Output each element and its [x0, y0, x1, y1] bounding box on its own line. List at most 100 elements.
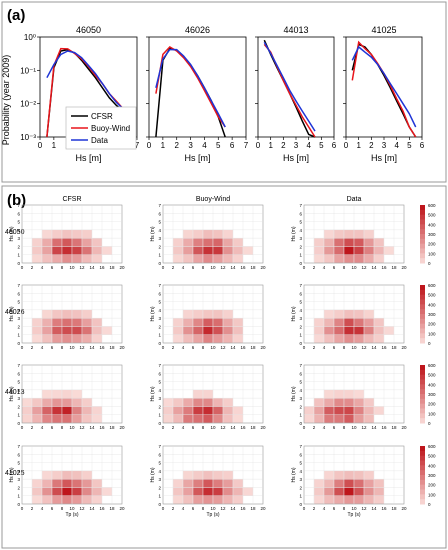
heatmap-cell — [353, 487, 365, 496]
heatmap-cell — [313, 495, 325, 505]
heatmap-cell — [363, 246, 375, 255]
heatmap-y-tick: 6 — [17, 452, 20, 457]
heatmap-x-tick: 20 — [401, 425, 407, 430]
heatmap-x-tick: 8 — [61, 425, 64, 430]
heatmap-cell — [202, 478, 214, 488]
heatmap-x-tick: 20 — [119, 425, 125, 430]
heatmap-y-tick: 3 — [17, 236, 20, 241]
heatmap-cell — [51, 229, 63, 239]
heatmap-cell — [363, 309, 375, 319]
heatmap-cell — [192, 478, 204, 488]
heatmap-cell — [333, 334, 345, 344]
colorbar-segment — [420, 398, 425, 405]
heatmap-y-tick: 0 — [158, 341, 161, 346]
heatmap-cell — [232, 406, 244, 415]
heatmap-ylabel: Hs (m) — [150, 467, 156, 482]
heatmap-cell — [162, 397, 174, 407]
colorbar-tick: 500 — [428, 454, 436, 459]
heatmap-x-tick: 10 — [210, 506, 216, 511]
heatmap-cell — [81, 309, 93, 319]
heatmap-x-tick: 12 — [361, 345, 367, 350]
heatmap-x-tick: 8 — [61, 506, 64, 511]
heatmap-cell — [363, 470, 375, 480]
heatmap-x-tick: 16 — [240, 506, 246, 511]
lineplot-title: 46050 — [76, 25, 101, 35]
heatmap-cell — [81, 246, 93, 255]
heatmap-y-tick: 2 — [299, 485, 302, 490]
colorbar-segment — [420, 369, 425, 376]
colorbar: 600 500 400 300 200 100 0 — [420, 283, 436, 346]
heatmap-x-tick: 18 — [391, 265, 397, 270]
heatmap-y-tick: 7 — [158, 283, 161, 288]
legend: CFSR Buoy-Wind Data — [65, 106, 137, 150]
heatmap-y-tick: 0 — [17, 341, 20, 346]
heatmap-cell — [242, 487, 254, 496]
lineplot-title: 44013 — [283, 25, 308, 35]
heatmap-cell — [31, 237, 43, 247]
colorbar-tick: 100 — [428, 492, 436, 497]
heatmap-x-tick: 0 — [162, 425, 165, 430]
colorbar-segment — [420, 403, 425, 409]
heatmap-x-tick: 14 — [89, 345, 95, 350]
heatmap-x-tick: 6 — [333, 345, 336, 350]
heatmap-cell — [323, 406, 335, 415]
heatmap-cell — [101, 246, 113, 255]
colorbar-segment — [420, 209, 425, 216]
heatmap-cell — [212, 487, 224, 496]
heatmap-cell — [313, 334, 325, 344]
heatmap-cell — [343, 397, 355, 407]
heatmap-cell — [313, 254, 325, 264]
heatmap-cell — [363, 495, 375, 505]
heatmap-x-tick: 18 — [391, 345, 397, 350]
x-tick-label: 5 — [216, 141, 221, 150]
heatmap-cell — [323, 397, 335, 407]
heatmap-y-tick: 1 — [17, 253, 20, 258]
heatmap-cell — [353, 406, 365, 415]
series-line-buoy-wind — [155, 46, 226, 128]
heatmap-cell — [333, 309, 345, 319]
heatmap-cell — [51, 406, 63, 415]
colorbar-segment — [420, 413, 425, 419]
heatmap-y-tick: 6 — [158, 211, 161, 216]
heatmap-y-tick: 3 — [299, 236, 302, 241]
colorbar-segment — [420, 389, 425, 395]
colorbar-tick: 100 — [428, 331, 436, 336]
heatmap-x-tick: 16 — [240, 425, 246, 430]
heatmap-cell — [333, 229, 345, 239]
heatmap-xlabel: Tp (s) — [65, 512, 78, 518]
heatmap-cell — [363, 414, 375, 424]
colorbar-segment — [420, 224, 425, 230]
heatmap-col-title: CFSR — [62, 196, 81, 203]
heatmap-cell — [232, 414, 244, 424]
heatmap-x-tick: 14 — [230, 425, 236, 430]
heatmap-cell — [172, 246, 184, 255]
heatmap-y-tick: 6 — [158, 452, 161, 457]
heatmap-x-tick: 2 — [172, 265, 175, 270]
heatmap-x-tick: 0 — [21, 425, 24, 430]
y-tick-label: 10⁻³ — [20, 133, 36, 142]
heatmap-cell — [182, 334, 194, 344]
heatmap-y-tick: 5 — [299, 380, 302, 385]
heatmap-cell — [202, 397, 214, 407]
colorbar-tick: 300 — [428, 232, 436, 237]
heatmap-x-tick: 2 — [31, 425, 34, 430]
heatmap-cell — [343, 414, 355, 424]
heatmap-cell — [61, 478, 73, 488]
heatmap-cell — [343, 389, 355, 399]
heatmap-x-tick: 8 — [202, 506, 205, 511]
heatmap-cell — [323, 326, 335, 335]
heatmap-cell — [383, 246, 395, 255]
heatmap-x-tick: 10 — [69, 506, 75, 511]
heatmap-x-tick: 2 — [313, 345, 316, 350]
heatmap-cell — [61, 487, 73, 496]
heatmap-cell — [202, 229, 214, 239]
x-tick-label: 3 — [188, 141, 193, 150]
heatmap-cell — [91, 487, 103, 496]
heatmap-cell — [202, 254, 214, 264]
heatmap-y-tick: 5 — [158, 461, 161, 466]
colorbar-segment — [420, 365, 425, 371]
